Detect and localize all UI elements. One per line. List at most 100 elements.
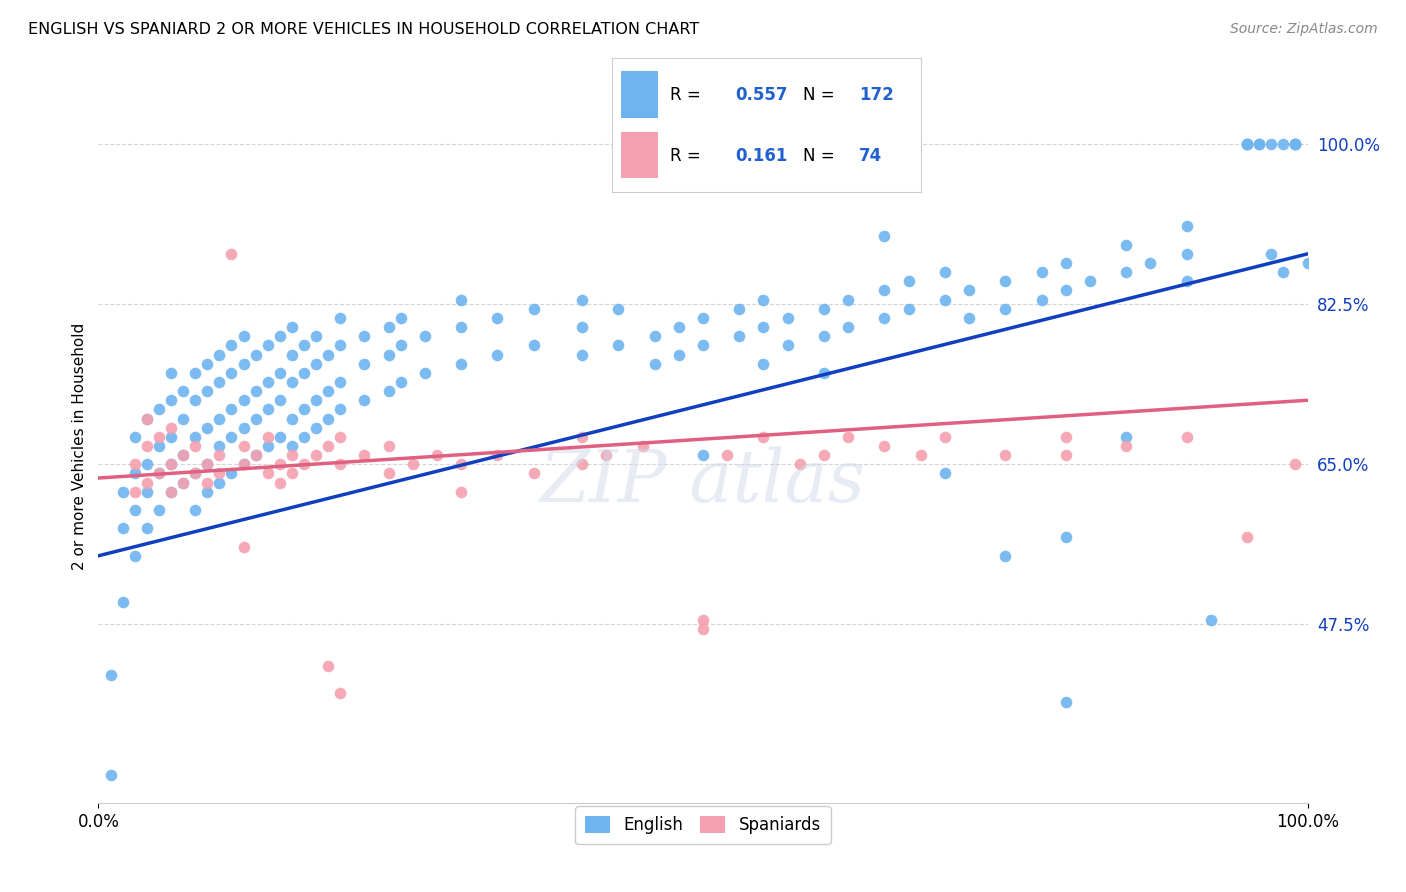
Point <box>692 310 714 325</box>
Point <box>184 393 207 408</box>
Point <box>172 384 194 398</box>
Point <box>607 338 630 352</box>
Point <box>789 458 811 472</box>
Point <box>208 439 231 453</box>
Point <box>1175 219 1198 234</box>
Point <box>873 439 896 453</box>
Text: 0.557: 0.557 <box>735 87 787 104</box>
Point <box>752 357 775 371</box>
Point <box>148 430 170 444</box>
Point <box>1284 458 1306 472</box>
Point <box>1284 137 1306 152</box>
Point <box>281 411 304 425</box>
Point <box>377 384 399 398</box>
Point <box>934 293 956 307</box>
Point <box>221 338 243 352</box>
Text: R =: R = <box>671 146 711 165</box>
Point <box>377 347 399 361</box>
Point <box>1139 256 1161 270</box>
Point <box>305 393 328 408</box>
Point <box>172 448 194 462</box>
Point <box>1296 256 1319 270</box>
Point <box>269 366 291 380</box>
Point <box>1031 265 1053 279</box>
Point <box>124 503 146 517</box>
Point <box>353 393 375 408</box>
Point <box>1236 137 1258 152</box>
Point <box>232 540 254 554</box>
Point <box>292 366 315 380</box>
Point <box>100 768 122 782</box>
Point <box>523 338 546 352</box>
Bar <box>621 131 658 178</box>
Point <box>1199 613 1222 627</box>
Point <box>184 439 207 453</box>
Point <box>934 430 956 444</box>
Point <box>256 402 278 417</box>
Point <box>1284 137 1306 152</box>
Point <box>692 622 714 636</box>
Point <box>135 521 157 535</box>
Text: N =: N = <box>803 146 841 165</box>
Text: ENGLISH VS SPANIARD 2 OR MORE VEHICLES IN HOUSEHOLD CORRELATION CHART: ENGLISH VS SPANIARD 2 OR MORE VEHICLES I… <box>28 22 699 37</box>
Point <box>994 549 1017 563</box>
Point <box>1078 274 1101 288</box>
Point <box>389 375 412 389</box>
Point <box>172 411 194 425</box>
Point <box>111 521 134 535</box>
Point <box>1236 137 1258 152</box>
Point <box>389 338 412 352</box>
Point <box>450 458 472 472</box>
Point <box>135 439 157 453</box>
Point <box>486 448 509 462</box>
Point <box>353 448 375 462</box>
Point <box>232 393 254 408</box>
Point <box>668 320 690 334</box>
Point <box>316 347 339 361</box>
Point <box>124 549 146 563</box>
Point <box>184 467 207 481</box>
Point <box>305 448 328 462</box>
Point <box>232 458 254 472</box>
Point <box>329 338 352 352</box>
Point <box>221 366 243 380</box>
Point <box>256 467 278 481</box>
Point <box>1175 430 1198 444</box>
Y-axis label: 2 or more Vehicles in Household: 2 or more Vehicles in Household <box>72 322 87 570</box>
Point <box>305 357 328 371</box>
Point <box>221 402 243 417</box>
Point <box>668 347 690 361</box>
Point <box>450 357 472 371</box>
Point <box>221 430 243 444</box>
Point <box>426 448 449 462</box>
Point <box>1284 137 1306 152</box>
Point <box>269 475 291 490</box>
Point <box>1115 439 1137 453</box>
Point <box>135 484 157 499</box>
Point <box>1115 430 1137 444</box>
Point <box>281 320 304 334</box>
Point <box>148 467 170 481</box>
Point <box>292 338 315 352</box>
Point <box>776 310 799 325</box>
Point <box>281 439 304 453</box>
Point <box>269 430 291 444</box>
Point <box>124 458 146 472</box>
Point <box>377 439 399 453</box>
Point <box>256 439 278 453</box>
Point <box>1272 137 1295 152</box>
Point <box>1175 247 1198 261</box>
Point <box>752 320 775 334</box>
Text: R =: R = <box>671 87 706 104</box>
Point <box>571 347 593 361</box>
Point <box>256 338 278 352</box>
Point <box>221 247 243 261</box>
Point <box>100 667 122 681</box>
Point <box>329 458 352 472</box>
Point <box>897 301 920 316</box>
Point <box>994 301 1017 316</box>
Point <box>486 347 509 361</box>
Point <box>184 503 207 517</box>
Point <box>1272 265 1295 279</box>
Point <box>329 430 352 444</box>
